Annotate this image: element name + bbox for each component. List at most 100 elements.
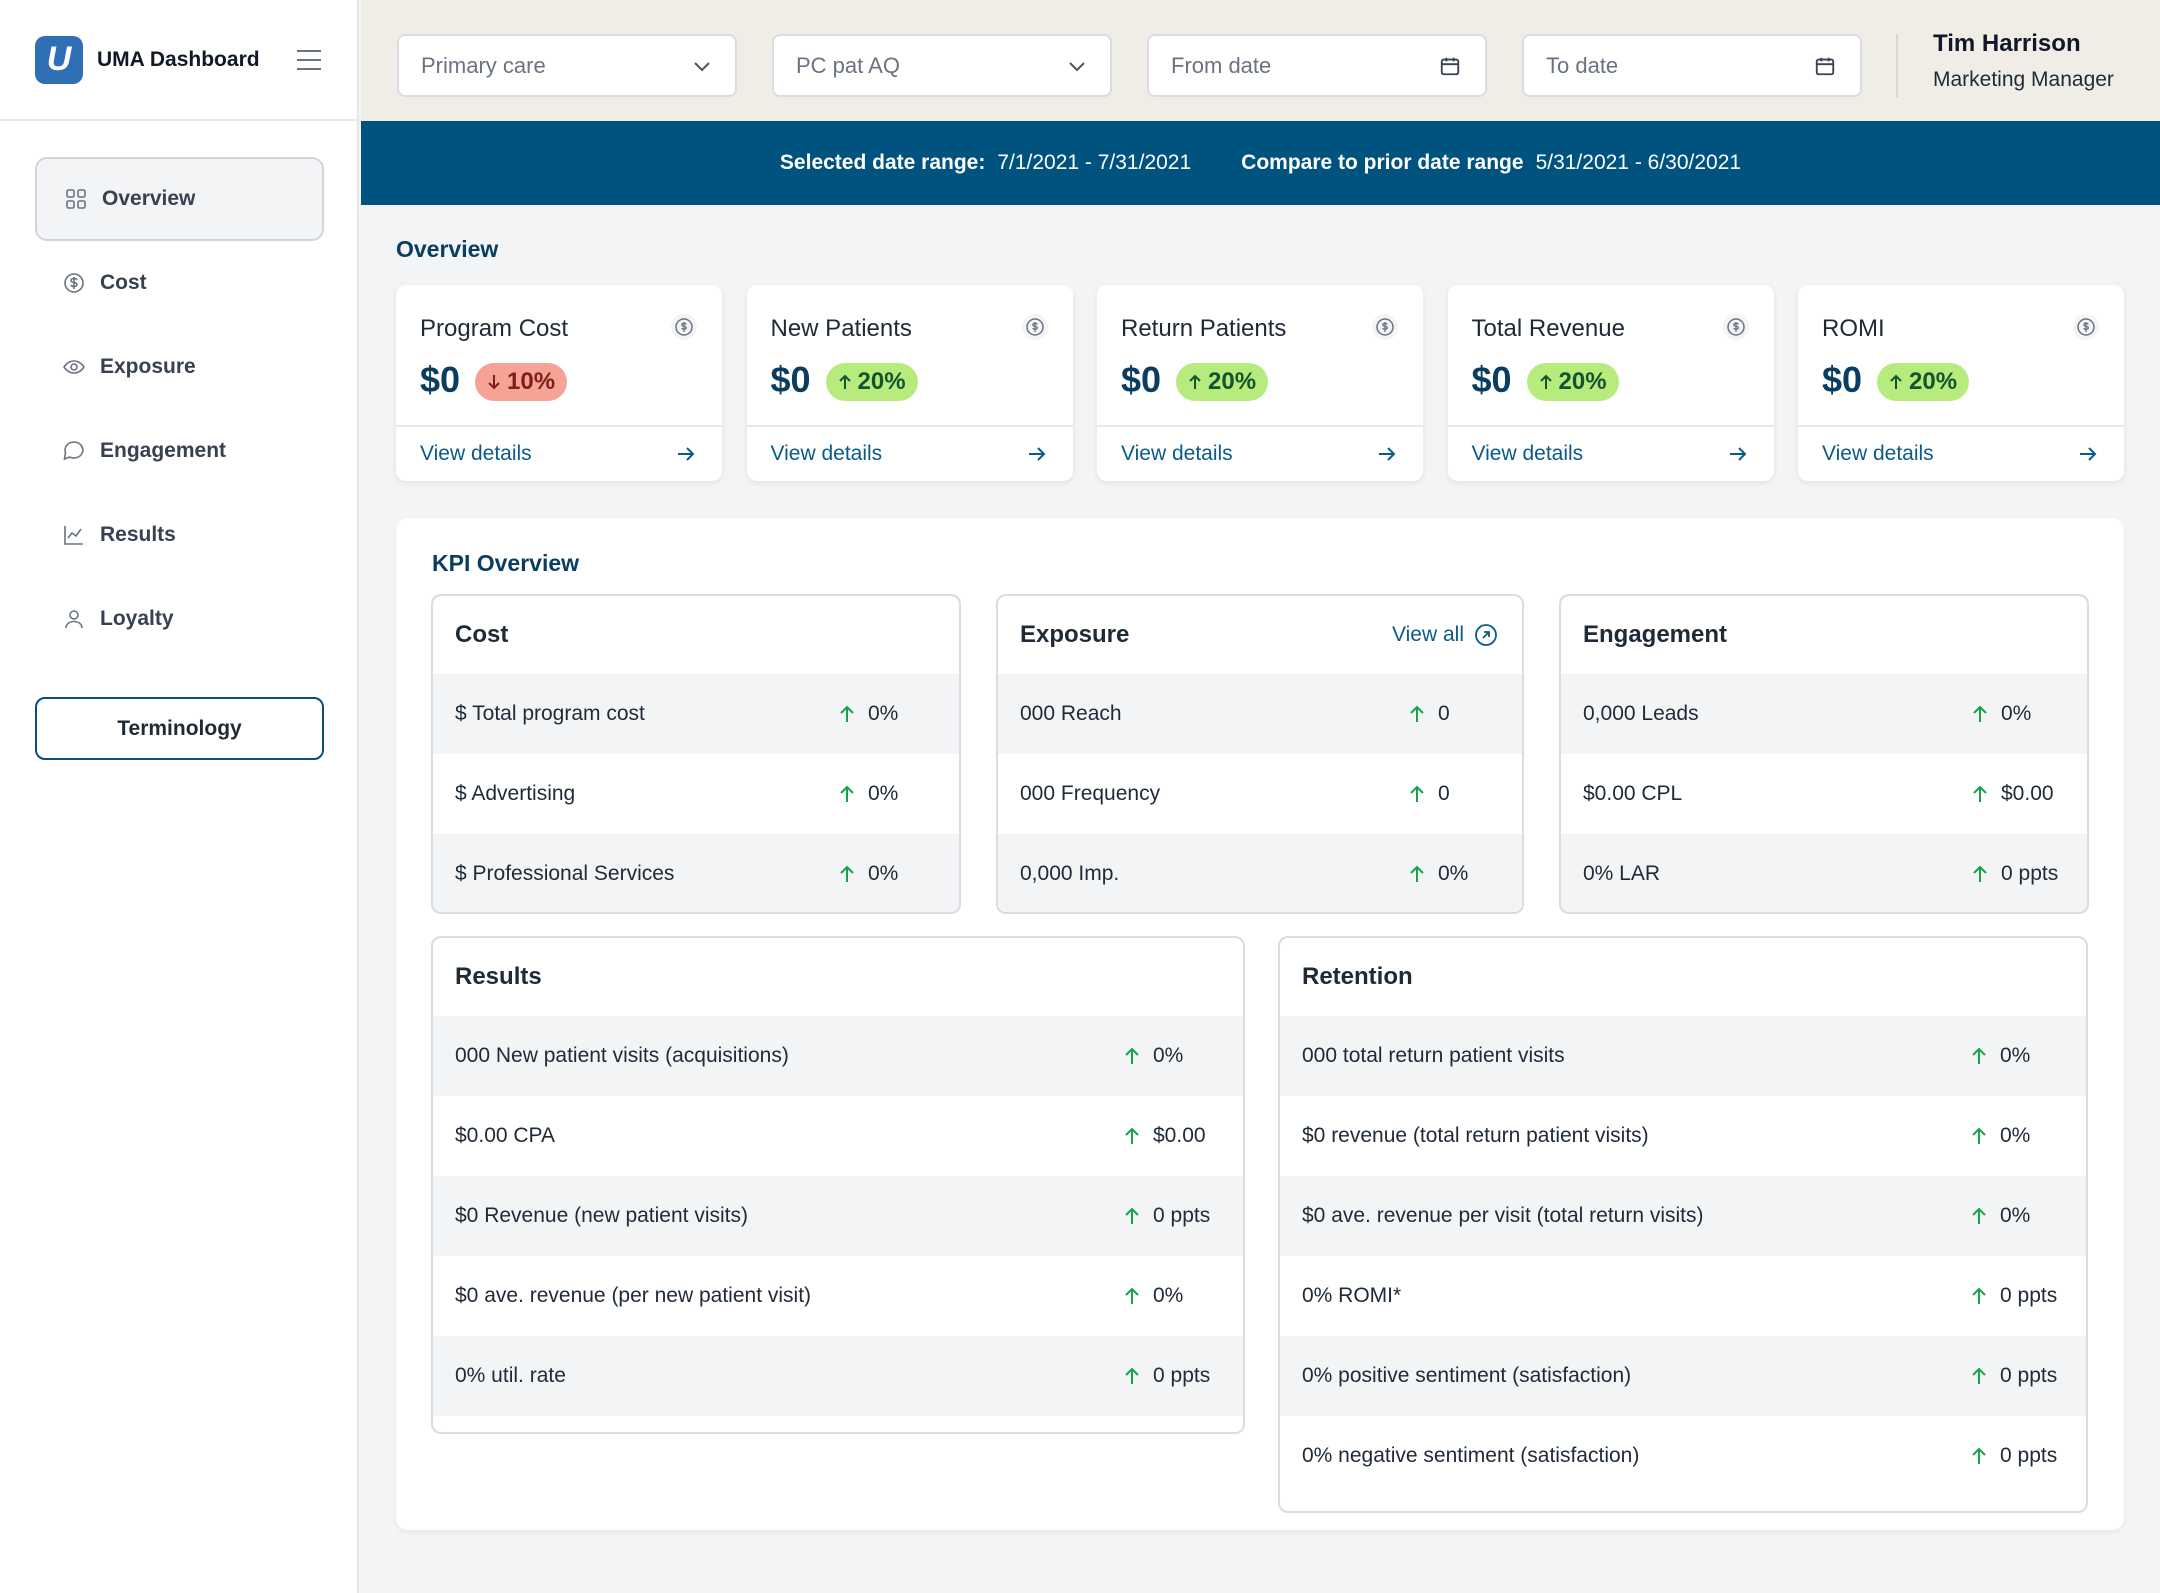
campaign-select[interactable]: PC pat AQ — [772, 34, 1112, 97]
kpi-row-change: 0% — [1970, 1124, 2030, 1148]
kpi-row-label: 000 New patient visits (acquisitions) — [455, 1044, 789, 1067]
kpi-row-label: $ Professional Services — [455, 862, 675, 885]
change-value: 10% — [507, 368, 556, 395]
kpi-row-change: 0% — [838, 702, 898, 726]
from-date-input[interactable]: From date — [1147, 34, 1487, 97]
view-details-link[interactable]: View details — [396, 425, 722, 481]
card-label: Return Patients — [1121, 315, 1287, 342]
card-label: Total Revenue — [1471, 315, 1625, 342]
kpi-row-change: 0 ppts — [1970, 1364, 2057, 1388]
kpi-row-label: $0 revenue (total return patient visits) — [1302, 1124, 1649, 1147]
view-details-label: View details — [1121, 442, 1233, 465]
card-value: $0 — [1121, 359, 1162, 400]
arrow-up-icon — [1125, 1047, 1139, 1064]
kpi-row: $ Total program cost 0% — [433, 674, 959, 754]
arrow-up-icon — [1972, 1367, 1986, 1384]
terminology-button[interactable]: Terminology — [35, 697, 324, 760]
change-badge: 20% — [825, 363, 918, 401]
sidebar-item-label: Exposure — [100, 355, 196, 378]
arrow-up-icon — [1890, 374, 1902, 389]
sidebar-item-engagement[interactable]: Engagement — [35, 409, 324, 493]
kpi-row-change: 0% — [1970, 1044, 2030, 1068]
top-bar: Primary care PC pat AQ From date To date… — [361, 0, 2160, 121]
kpi-row-value: 0% — [2000, 1204, 2031, 1227]
panel-title: Results — [455, 963, 542, 990]
change-value: 20% — [857, 368, 906, 395]
kpi-row-change: 0 ppts — [1970, 1444, 2057, 1468]
grid-icon — [66, 189, 86, 209]
dollar-circle-icon — [2073, 314, 2099, 340]
sidebar-item-label: Results — [100, 523, 176, 546]
user-role: Marketing Manager — [1933, 68, 2114, 91]
calendar-icon[interactable] — [1439, 55, 1461, 77]
date-range-banner: Selected date range: 7/1/2021 - 7/31/202… — [361, 121, 2160, 205]
kpi-row-value: 0% — [2000, 1044, 2031, 1067]
kpi-row-value: 0% — [868, 702, 899, 725]
kpi-row: 0% ROMI* 0 ppts — [1280, 1256, 2086, 1336]
brand-name: UMA Dashboard — [97, 47, 260, 71]
kpi-row: 000 total return patient visits 0% — [1280, 1016, 2086, 1096]
view-details-link[interactable]: View details — [1798, 425, 2124, 481]
user-name: Tim Harrison — [1933, 30, 2081, 57]
panel-title: Exposure View all — [998, 596, 1522, 674]
kpi-row-label: $0.00 CPA — [455, 1124, 556, 1147]
kpi-row: $0.00 CPL $0.00 — [1561, 754, 2087, 834]
overview-card: Program Cost $0 10% View details — [396, 285, 722, 481]
sidebar-item-results[interactable]: Results — [35, 493, 324, 577]
kpi-row: $ Advertising 0% — [433, 754, 959, 834]
view-details-link[interactable]: View details — [1447, 425, 1774, 481]
kpi-row-label: $ Total program cost — [455, 702, 645, 725]
logo: U — [35, 35, 83, 84]
arrow-up-icon — [1972, 1447, 1986, 1464]
view-details-link[interactable]: View details — [1097, 425, 1423, 481]
from-date-placeholder: From date — [1171, 52, 1272, 78]
kpi-row-value: 0 ppts — [2000, 1284, 2058, 1307]
card-value: $0 — [1471, 359, 1512, 400]
sidebar-item-overview[interactable]: Overview — [35, 157, 324, 241]
kpi-row: $ Professional Services 0% — [433, 834, 959, 912]
results-panel: Results 000 New patient visits (acquisit… — [431, 936, 1245, 1434]
arrow-right-icon — [1729, 447, 1746, 461]
kpi-row-value: 0 ppts — [1153, 1204, 1211, 1227]
card-value: $0 — [420, 359, 461, 400]
dollar-circle-icon — [1372, 314, 1398, 340]
overview-title: Overview — [396, 236, 499, 262]
overview-card: ROMI $0 20% View details — [1798, 285, 2124, 481]
arrow-up-icon — [1410, 785, 1424, 802]
kpi-row-value: 0 ppts — [2001, 862, 2059, 885]
view-details-link[interactable]: View details — [746, 425, 1073, 481]
sidebar-item-exposure[interactable]: Exposure — [35, 325, 324, 409]
kpi-row-label: $0.00 CPL — [1583, 782, 1683, 805]
user-info[interactable]: Tim Harrison Marketing Manager — [1933, 30, 2114, 92]
chevron-down-icon — [1069, 61, 1085, 71]
sidebar-item-label: Cost — [100, 271, 147, 294]
arrow-up-icon — [1972, 1127, 1986, 1144]
change-badge: 20% — [1526, 363, 1619, 401]
view-all-link[interactable]: View all — [1392, 623, 1498, 647]
kpi-row-value: 0 — [1438, 782, 1450, 805]
sidebar-item-loyalty[interactable]: Loyalty — [35, 577, 324, 661]
kpi-row: 0% LAR 0 ppts — [1561, 834, 2087, 912]
calendar-icon[interactable] — [1814, 55, 1836, 77]
kpi-row-label: 000 Frequency — [1020, 782, 1161, 805]
to-date-input[interactable]: To date — [1522, 34, 1862, 97]
campaign-value: PC pat AQ — [796, 52, 900, 78]
sidebar-item-cost[interactable]: Cost — [35, 241, 324, 325]
kpi-row-value: 0% — [868, 782, 899, 805]
compare-range-value: 5/31/2021 - 6/30/2021 — [1535, 151, 1742, 174]
card-label: Program Cost — [420, 315, 569, 342]
kpi-row-label: 0% util. rate — [455, 1364, 566, 1387]
retention-panel: Retention 000 total return patient visit… — [1278, 936, 2088, 1513]
kpi-row-change: 0 ppts — [1123, 1364, 1210, 1388]
card-label: New Patients — [770, 315, 912, 342]
kpi-row: 0% negative sentiment (satisfaction) 0 p… — [1280, 1416, 2086, 1496]
kpi-overview-title: KPI Overview — [432, 550, 580, 576]
kpi-row: 000 Reach 0 — [998, 674, 1522, 754]
service-line-select[interactable]: Primary care — [397, 34, 737, 97]
change-badge: 10% — [475, 363, 568, 401]
kpi-row-value: 0% — [1153, 1044, 1184, 1067]
arrow-up-icon — [1125, 1127, 1139, 1144]
kpi-row-change: 0 ppts — [1970, 1284, 2057, 1308]
kpi-row-value: 0% — [2000, 1124, 2031, 1147]
hamburger-menu-icon[interactable] — [297, 50, 321, 70]
